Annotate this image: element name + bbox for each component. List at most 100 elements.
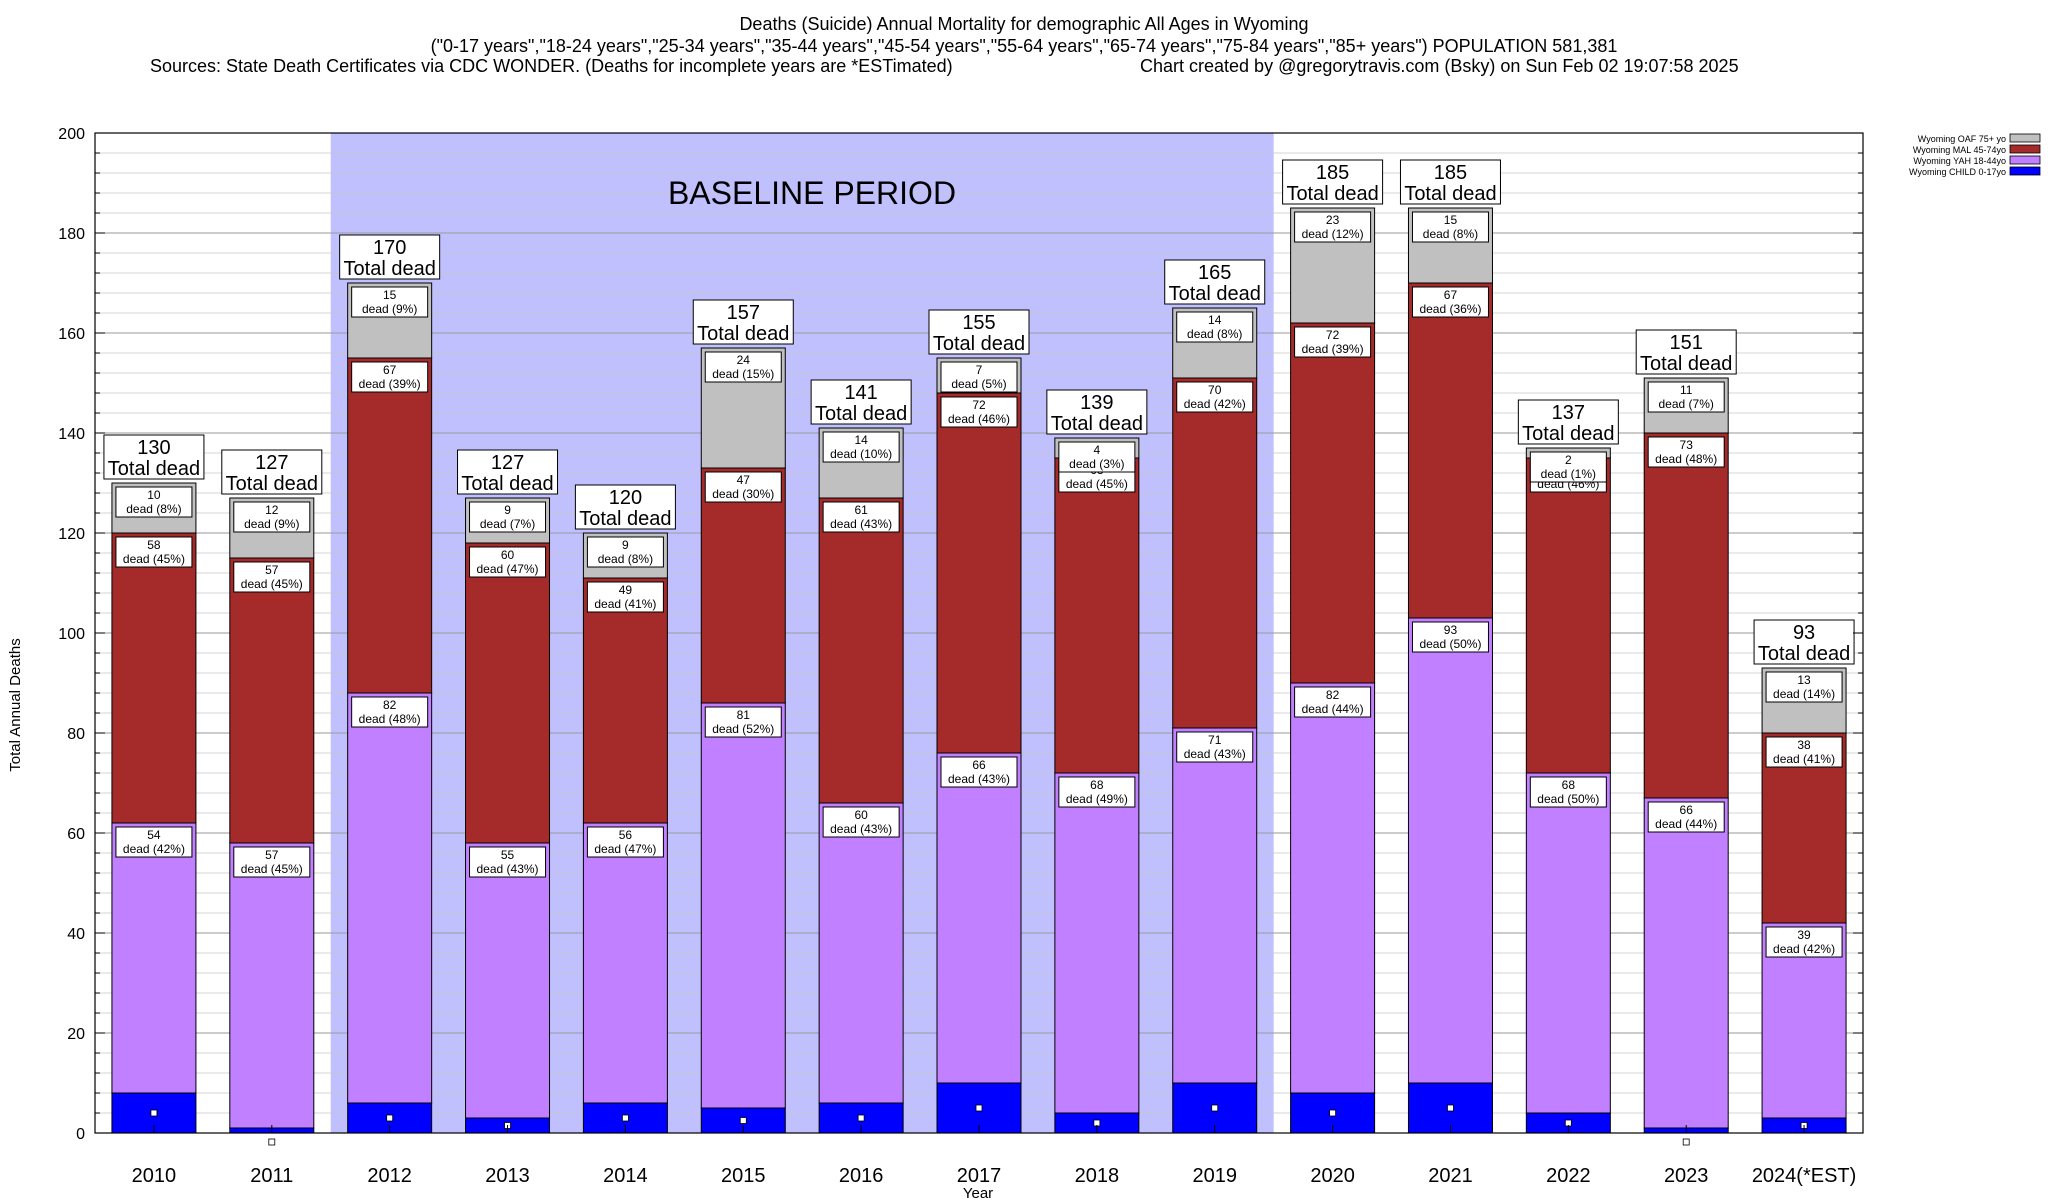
- segment-value-label: 56: [619, 828, 633, 842]
- total-suffix-label: Total dead: [461, 473, 553, 495]
- total-value-label: 155: [962, 312, 995, 334]
- total-value-label: 137: [1552, 402, 1585, 424]
- total-value-label: 139: [1080, 392, 1113, 414]
- segment-value-label: 24: [737, 353, 751, 367]
- segment-percent-label: dead (43%): [477, 862, 539, 876]
- segment-percent-label: dead (47%): [477, 562, 539, 576]
- total-label-box: [221, 449, 323, 495]
- segment-percent-label: dead (42%): [1773, 942, 1835, 956]
- segment-label-box: [586, 826, 664, 858]
- segment-label-box: [1647, 436, 1725, 468]
- segment-percent-label: dead (47%): [594, 842, 656, 856]
- total-label-box: [692, 299, 794, 345]
- bar-segment: [700, 702, 786, 1109]
- segment-percent-label: dead (43%): [830, 822, 892, 836]
- segment-value-label: 81: [737, 708, 751, 722]
- segment-percent-label: dead (43%): [1184, 747, 1246, 761]
- segment-value-label: 55: [501, 848, 515, 862]
- x-tick-label: 2017: [957, 1165, 1002, 1187]
- segment-percent-label: dead (45%): [1066, 477, 1128, 491]
- segment-value-label: 15: [383, 288, 397, 302]
- x-tick-label: 2019: [1192, 1165, 1237, 1187]
- total-suffix-label: Total dead: [1286, 183, 1378, 205]
- segment-label-box: [940, 756, 1018, 788]
- y-tick-label: 40: [67, 926, 85, 943]
- segment-value-label: 10: [147, 488, 161, 502]
- segment-value-label: 9: [504, 503, 511, 517]
- segment-value-label: 4: [1094, 443, 1101, 457]
- bar-segment: [1290, 322, 1376, 684]
- segment-label-box: [351, 696, 429, 728]
- segment-percent-label: dead (45%): [241, 577, 303, 591]
- total-suffix-label: Total dead: [579, 508, 671, 530]
- segment-value-label: 67: [1444, 288, 1458, 302]
- child-marker: [150, 1109, 158, 1117]
- total-value-label: 157: [727, 302, 760, 324]
- total-label-box: [574, 484, 676, 530]
- segment-value-label: 61: [854, 503, 868, 517]
- total-suffix-label: Total dead: [697, 323, 789, 345]
- bar-segment: [1172, 727, 1258, 1084]
- segment-label-box: [1765, 736, 1843, 768]
- segment-percent-label: dead (30%): [712, 487, 774, 501]
- x-tick-label: 2010: [132, 1165, 177, 1187]
- total-suffix-label: Total dead: [815, 403, 907, 425]
- child-marker: [1447, 1104, 1454, 1112]
- segment-label-box: [233, 561, 311, 593]
- total-label-box: [1046, 389, 1148, 435]
- total-label-box: [103, 434, 205, 480]
- bar-segment: [465, 842, 551, 1119]
- segment-label-box: [1176, 731, 1254, 763]
- segment-value-label: 23: [1326, 213, 1340, 227]
- segment-label-box: [469, 846, 547, 878]
- bar-segment: [936, 752, 1022, 1084]
- y-tick-label: 200: [58, 126, 85, 143]
- segment-value-label: 72: [972, 398, 986, 412]
- x-tick-label: 2013: [485, 1165, 530, 1187]
- legend-label: Wyoming YAH 18-44yo: [1913, 156, 2006, 166]
- bar-segment: [1407, 617, 1493, 1084]
- segment-percent-label: dead (8%): [126, 502, 181, 516]
- y-tick-label: 160: [58, 326, 85, 343]
- segment-percent-label: dead (8%): [598, 552, 653, 566]
- segment-value-label: 38: [1797, 738, 1811, 752]
- bar-segment: [818, 497, 904, 804]
- y-tick-label: 140: [58, 426, 85, 443]
- segment-label-box: [704, 351, 782, 383]
- segment-label-box: [1294, 326, 1372, 358]
- total-label-box: [810, 379, 912, 425]
- chart-credit: Chart created by @gregorytravis.com (Bsk…: [1140, 56, 1739, 76]
- segment-label-box: [1529, 776, 1607, 808]
- segment-value-label: 9: [622, 538, 629, 552]
- x-tick-label: 2011: [250, 1165, 293, 1187]
- x-tick-label: 2023: [1664, 1165, 1709, 1187]
- total-label-box: [457, 449, 559, 495]
- segment-label-box: [704, 471, 782, 503]
- segment-value-label: 2: [1565, 453, 1572, 467]
- segment-value-label: 66: [1680, 803, 1694, 817]
- segment-value-label: 54: [147, 828, 161, 842]
- bar-segment: [582, 822, 668, 1104]
- segment-percent-label: dead (15%): [712, 367, 774, 381]
- segment-label-box: [1294, 211, 1372, 243]
- segment-percent-label: dead (46%): [948, 412, 1010, 426]
- total-label-box: [1753, 619, 1855, 665]
- segment-percent-label: dead (42%): [123, 842, 185, 856]
- segment-label-box: [469, 501, 547, 533]
- total-suffix-label: Total dead: [344, 258, 436, 280]
- segment-label-box: [233, 846, 311, 878]
- segment-value-label: 39: [1797, 928, 1811, 942]
- segment-percent-label: dead (39%): [1302, 342, 1364, 356]
- total-value-label: 165: [1198, 262, 1231, 284]
- segment-label-box: [822, 501, 900, 533]
- segment-percent-label: dead (41%): [1773, 752, 1835, 766]
- total-suffix-label: Total dead: [1640, 353, 1732, 375]
- segment-label-box: [351, 286, 429, 318]
- bar-segment: [582, 577, 668, 824]
- x-tick-label: 2014: [603, 1165, 648, 1187]
- segment-percent-label: dead (45%): [241, 862, 303, 876]
- x-tick-label: 2020: [1310, 1165, 1355, 1187]
- segment-value-label: 7: [976, 363, 983, 377]
- bar-segment: [229, 842, 315, 1129]
- bar-segment: [111, 532, 197, 824]
